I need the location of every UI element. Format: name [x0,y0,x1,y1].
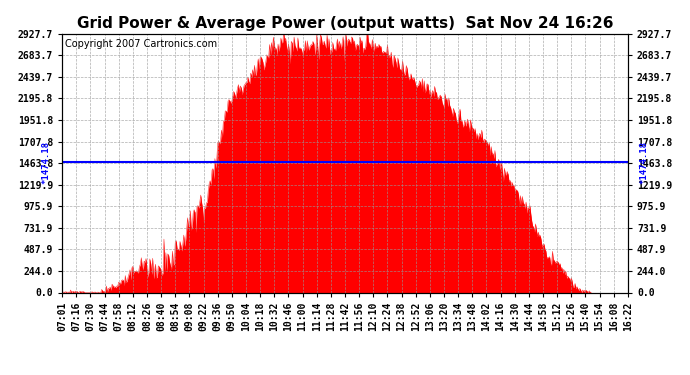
Text: *1474.18: *1474.18 [42,141,51,184]
Text: *1474.18: *1474.18 [639,141,648,184]
Text: Copyright 2007 Cartronics.com: Copyright 2007 Cartronics.com [65,39,217,49]
Title: Grid Power & Average Power (output watts)  Sat Nov 24 16:26: Grid Power & Average Power (output watts… [77,16,613,31]
